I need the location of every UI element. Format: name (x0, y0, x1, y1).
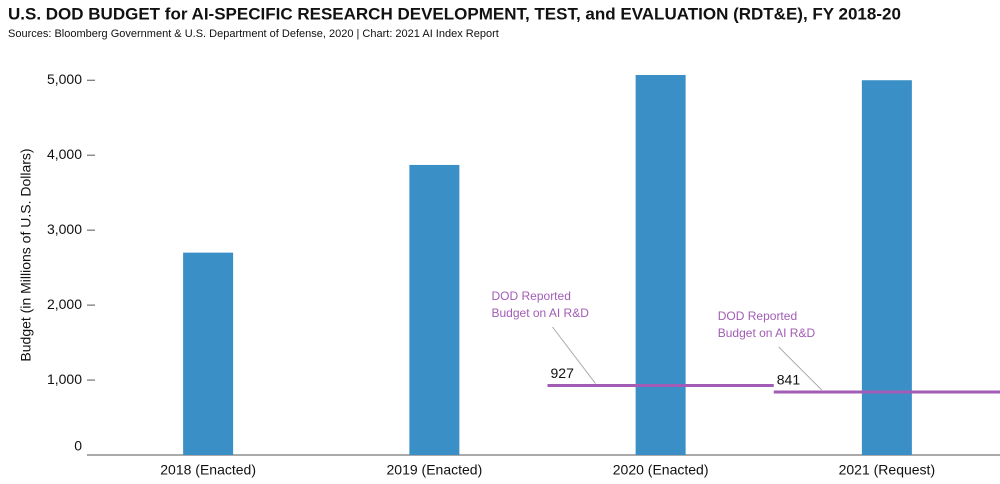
y-tick-label: 2,000 (47, 296, 82, 312)
bar (635, 74, 686, 455)
annotation: DOD Reported (492, 289, 571, 303)
annotation: Budget on AI R&D (718, 326, 816, 340)
bar (861, 80, 912, 456)
x-tick-label: 2019 (Enacted) (387, 462, 483, 478)
y-tick-label: 4,000 (47, 146, 82, 162)
reference-value-label: 927 (551, 365, 575, 381)
bar (409, 164, 460, 455)
x-tick-label: 2018 (Enacted) (160, 462, 256, 478)
leader-line (552, 326, 596, 384)
y-axis-title: Budget (in Millions of U.S. Dollars) (18, 148, 34, 361)
y-tick-label: 1,000 (47, 371, 82, 387)
annotation: DOD Reported (718, 309, 797, 323)
y-tick-label: 5,000 (47, 71, 82, 87)
x-tick-label: 2021 (Request) (839, 462, 936, 478)
y-tick-label: 3,000 (47, 221, 82, 237)
bar (183, 252, 234, 455)
leader-line (778, 346, 823, 391)
reference-value-label: 841 (777, 372, 801, 388)
y-tick-label: 0 (74, 438, 82, 454)
chart-subtitle: Sources: Bloomberg Government & U.S. Dep… (8, 28, 499, 40)
annotation: Budget on AI R&D (492, 306, 590, 320)
x-tick-label: 2020 (Enacted) (613, 462, 709, 478)
chart-title: U.S. DOD BUDGET for AI-SPECIFIC RESEARCH… (8, 4, 901, 23)
